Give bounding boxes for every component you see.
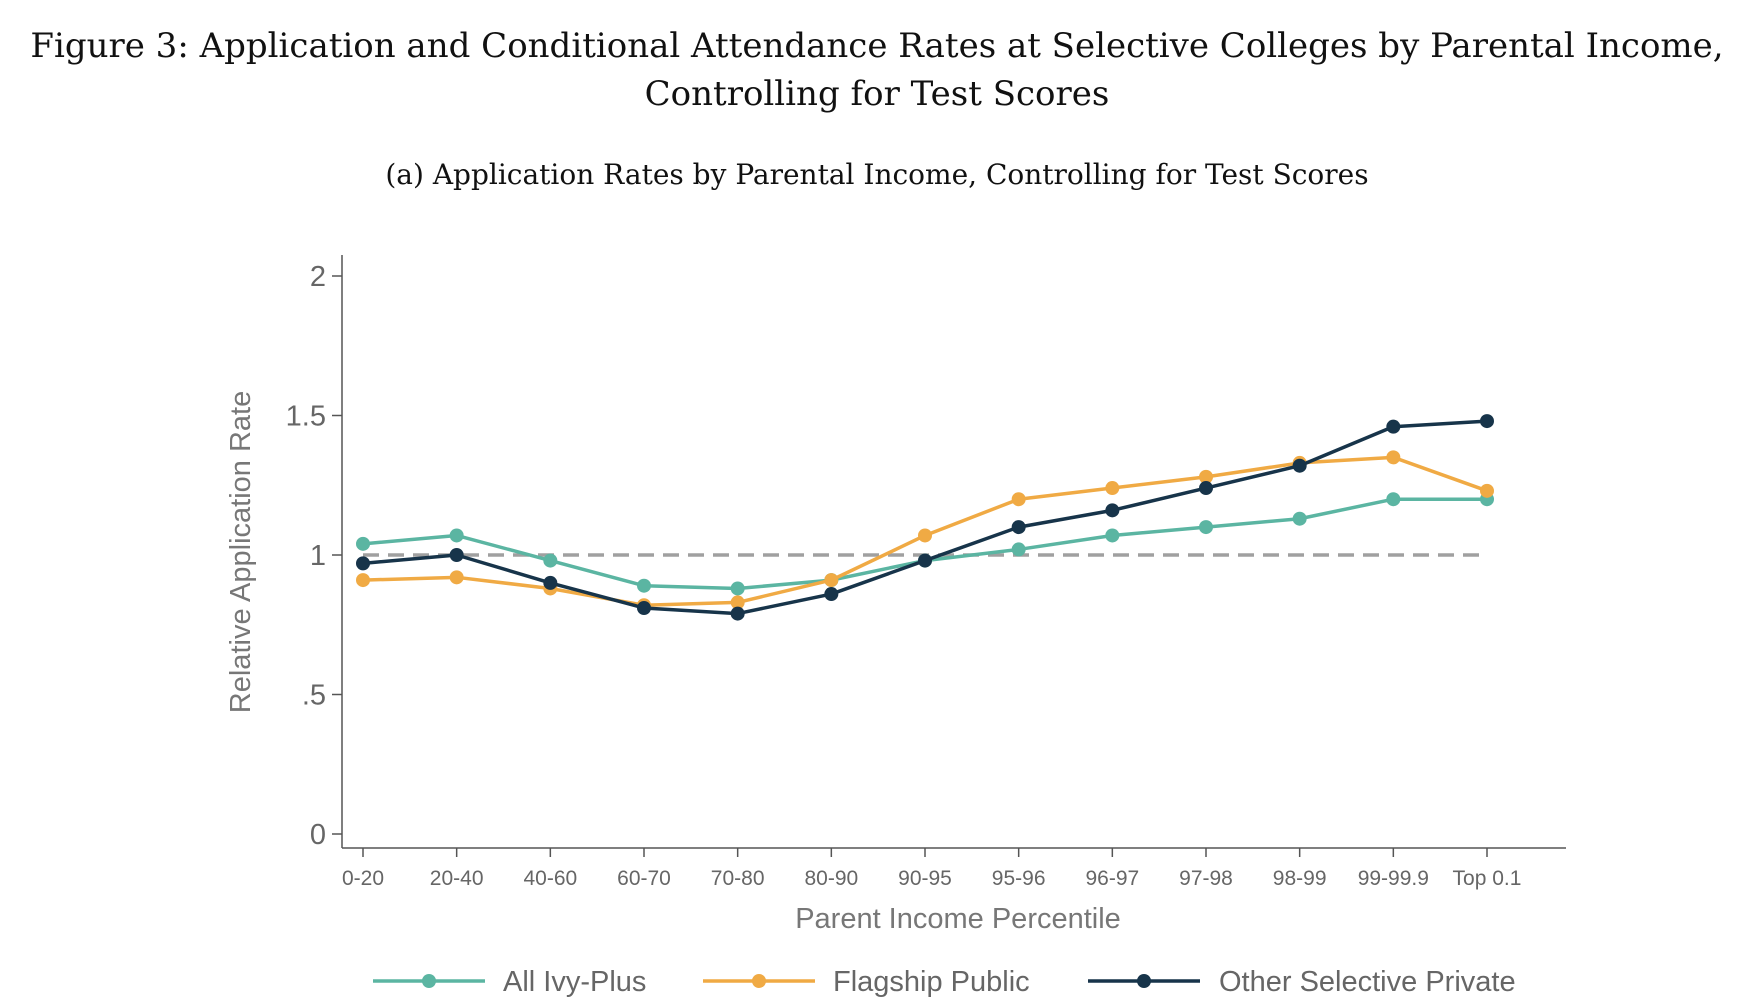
x-tick-label: 90-95 xyxy=(898,867,952,890)
series-1 xyxy=(356,450,1494,613)
figure-title: Figure 3: Application and Conditional At… xyxy=(0,22,1754,118)
data-point xyxy=(1480,414,1494,429)
data-point xyxy=(356,573,370,588)
chart-axes: 0 .5 1 1.5 2 0-20 20-40 40-60 60-70 70-80 80-90 90-… xyxy=(225,255,1566,935)
x-tick-label: 0-20 xyxy=(342,867,384,890)
data-point xyxy=(1105,503,1120,518)
data-point xyxy=(918,528,932,543)
legend-item: Other Selective Private xyxy=(1088,966,1516,998)
x-tick-label: 99-99.9 xyxy=(1358,867,1429,890)
data-point xyxy=(1011,542,1026,557)
legend-label: Other Selective Private xyxy=(1219,966,1516,998)
x-tick-label: 40-60 xyxy=(523,867,577,890)
series-0 xyxy=(356,492,1494,596)
y-tick-label: 1 xyxy=(310,540,326,572)
legend-item: Flagship Public xyxy=(703,966,1030,998)
legend-label: Flagship Public xyxy=(833,966,1030,998)
legend-swatch-marker xyxy=(1137,974,1151,988)
data-point xyxy=(356,556,370,571)
x-tick-label: 70-80 xyxy=(711,867,765,890)
data-point xyxy=(1199,481,1213,496)
data-point xyxy=(1386,492,1401,507)
x-tick-label: 80-90 xyxy=(804,867,858,890)
x-tick-label: 97-98 xyxy=(1179,867,1233,890)
legend-swatch-marker xyxy=(422,974,436,988)
data-point xyxy=(730,606,745,621)
figure-title-line-1: Figure 3: Application and Conditional At… xyxy=(30,26,1724,66)
data-point xyxy=(1105,481,1120,496)
data-point xyxy=(1011,492,1026,507)
x-tick-label: 60-70 xyxy=(617,867,671,890)
data-point xyxy=(824,587,839,602)
legend-swatch-marker xyxy=(752,974,766,988)
x-tick-label: 96-97 xyxy=(1085,867,1139,890)
data-point xyxy=(1199,469,1213,484)
data-point xyxy=(637,578,651,593)
panel-title: (a) Application Rates by Parental Income… xyxy=(385,158,1369,191)
y-tick-label: 1.5 xyxy=(286,401,326,433)
x-tick-label: 20-40 xyxy=(430,867,484,890)
series-2 xyxy=(356,414,1494,621)
data-point xyxy=(730,595,745,610)
data-point xyxy=(449,528,464,543)
data-point xyxy=(824,573,839,588)
data-point xyxy=(1386,419,1401,434)
data-point xyxy=(1011,520,1026,535)
data-point xyxy=(637,601,651,616)
data-point xyxy=(730,581,745,596)
legend: All Ivy-Plus Flagship Public Other Selecti… xyxy=(373,966,1516,998)
series-line xyxy=(362,497,1487,591)
data-point xyxy=(1480,483,1494,498)
x-axis-label: Parent Income Percentile xyxy=(795,903,1121,935)
data-point xyxy=(356,536,370,551)
data-point xyxy=(1105,528,1120,543)
series-group xyxy=(356,414,1494,621)
y-tick-label: 0 xyxy=(310,819,326,851)
legend-item: All Ivy-Plus xyxy=(373,966,646,998)
y-tick-label: .5 xyxy=(302,680,326,712)
y-axis-label: Relative Application Rate xyxy=(225,391,257,713)
data-point xyxy=(1292,511,1307,526)
legend-label: All Ivy-Plus xyxy=(503,966,646,998)
data-point xyxy=(449,570,464,585)
data-point xyxy=(1292,458,1307,473)
data-point xyxy=(1199,520,1213,535)
data-point xyxy=(1386,450,1401,465)
x-tick-label: Top 0.1 xyxy=(1453,867,1522,890)
figure-title-line-2: Controlling for Test Scores xyxy=(644,74,1110,114)
data-point xyxy=(543,575,558,590)
data-point xyxy=(449,548,464,562)
y-tick-label: 2 xyxy=(310,261,326,293)
data-point xyxy=(918,553,932,568)
x-tick-label: 95-96 xyxy=(992,867,1046,890)
data-point xyxy=(543,553,558,568)
x-tick-label: 98-99 xyxy=(1273,867,1327,890)
